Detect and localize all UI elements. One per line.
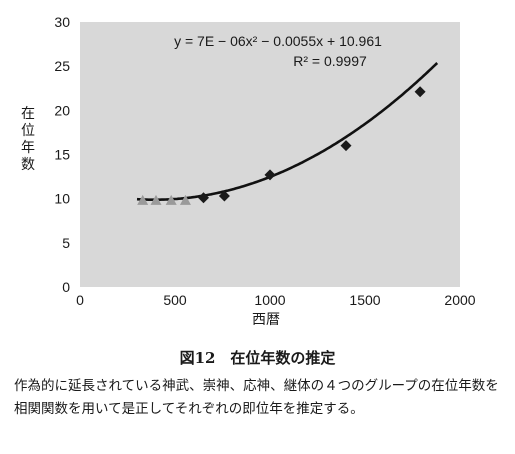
trendline-equation: y = 7E − 06x² − 0.0055x + 10.961 xyxy=(174,33,382,49)
trendline-r2: R² = 0.9997 xyxy=(293,53,367,69)
y-tick-label: 25 xyxy=(54,58,70,74)
figure-caption: 作為的に延長されている神武、崇神、応神、継体の４つのグループの在位年数を相関関数… xyxy=(14,375,504,421)
x-tick-label: 1500 xyxy=(349,292,380,308)
y-tick-label: 0 xyxy=(62,279,70,295)
y-tick-label: 10 xyxy=(54,191,70,207)
x-tick-label: 500 xyxy=(163,292,187,308)
y-tick-label: 15 xyxy=(54,147,70,163)
y-axis-label: 在位年数 xyxy=(21,106,35,173)
plot-area xyxy=(80,22,460,287)
x-tick-label: 2000 xyxy=(444,292,475,308)
x-tick-label: 0 xyxy=(76,292,84,308)
y-tick-label: 30 xyxy=(54,14,70,30)
y-axis-label-char: 位 xyxy=(21,123,35,139)
figure-title: 図12 在位年数の推定 xyxy=(0,347,515,368)
x-tick-label: 1000 xyxy=(254,292,285,308)
y-tick-label: 20 xyxy=(54,102,70,118)
y-axis-label-char: 数 xyxy=(21,157,35,173)
y-tick-label: 5 xyxy=(62,235,70,251)
chart: 0 5 10 15 20 25 30 0 500 1000 1500 2000 y = 7E − 0… xyxy=(0,0,515,345)
y-axis-label-char: 在 xyxy=(21,106,35,122)
y-axis-label-char: 年 xyxy=(21,140,35,156)
x-axis-label: 西暦 xyxy=(252,312,280,328)
